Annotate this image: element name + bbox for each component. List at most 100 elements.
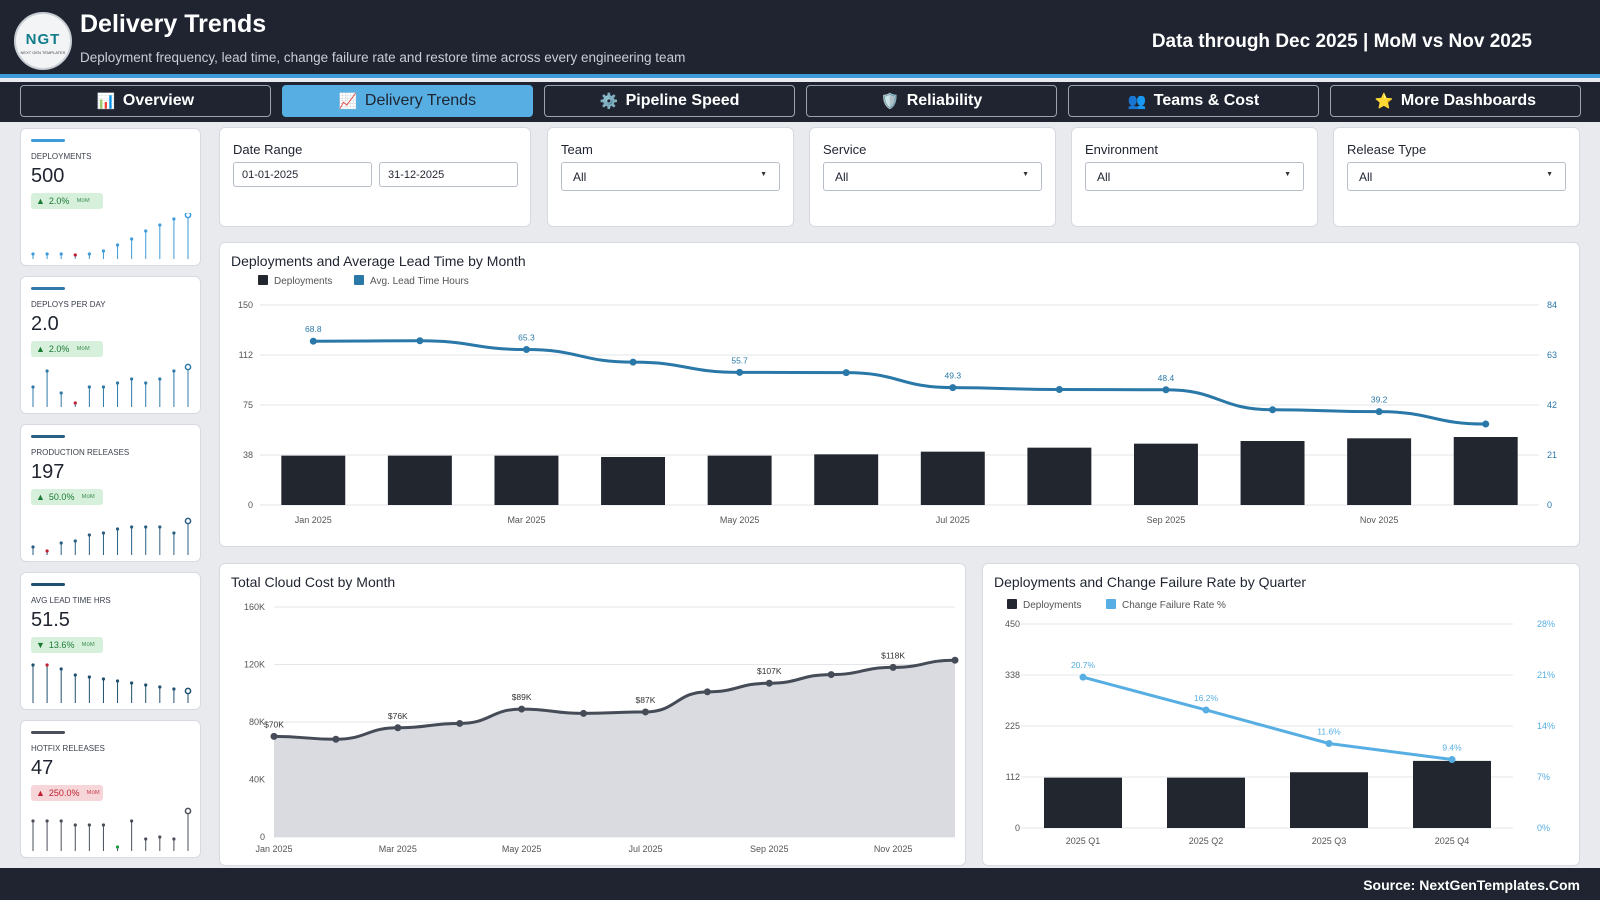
sparkline-point — [158, 685, 162, 689]
x-tick-label: Sep 2025 — [1147, 515, 1186, 525]
x-tick-label: Nov 2025 — [1360, 515, 1399, 525]
up-arrow-icon: ▲ — [36, 788, 45, 798]
data-label: $118K — [881, 650, 905, 660]
bar — [281, 455, 346, 505]
kpi-value: 2.0 — [31, 313, 59, 335]
kpi-sparkline — [31, 807, 192, 851]
data-point — [394, 724, 402, 732]
bar — [1133, 443, 1198, 505]
sparkline-point — [144, 525, 148, 529]
bar — [1027, 447, 1092, 505]
x-tick-label: May 2025 — [720, 515, 760, 525]
kpi-accent-bar — [31, 583, 65, 586]
data-label: 11.6% — [1317, 726, 1341, 736]
sparkline-point — [101, 677, 106, 681]
filter-environment: Environment All ▼ — [1071, 127, 1318, 227]
date-end-input[interactable]: 31-12-2025 — [379, 162, 518, 187]
kpi-accent-bar — [31, 287, 65, 290]
sparkline-point — [130, 681, 134, 685]
kpi-card-hotfix-releases[interactable]: HOTFIX RELEASES 47 ▲ 250.0% MoM — [20, 720, 201, 858]
kpi-value: 47 — [31, 757, 54, 779]
people-icon: 👥 — [1127, 93, 1147, 110]
kpi-card-avg-lead-time[interactable]: AVG LEAD TIME HRS 51.5 ▼ 13.6% MoM — [20, 572, 201, 710]
sparkline-point — [73, 401, 77, 405]
data-point — [1448, 756, 1456, 764]
sparkline-point — [87, 675, 91, 679]
y2-tick-label: 21 — [1547, 450, 1557, 460]
filter-team: Team All ▼ — [547, 127, 794, 227]
data-point — [270, 732, 278, 740]
date-start-input[interactable]: 01-01-2025 — [233, 162, 372, 187]
tab-overview[interactable]: 📊 Overview — [20, 85, 271, 117]
logo-subtext: NEXT GEN TEMPLATES — [20, 50, 66, 55]
chart-canvas: Deployments Change Failure Rate % 0 112 225 3… — [1005, 599, 1555, 846]
kpi-change: 250.0% — [48, 788, 80, 798]
release-type-select[interactable]: All ▼ — [1347, 162, 1566, 191]
filter-label: Release Type — [1347, 142, 1427, 157]
down-arrow-icon: ▼ — [36, 640, 45, 650]
kpi-mom: MoM — [81, 494, 95, 500]
chart-canvas: 0 40K 80K 120K 160K $70K Jan 2025 $76K Mar 2025 $… — [244, 602, 959, 854]
logo-text: NGT — [25, 31, 61, 48]
sparkline-point — [115, 381, 120, 385]
kpi-change-badge: ▲ 250.0% MoM — [31, 785, 103, 801]
y-tick-label: 38 — [243, 450, 253, 460]
sparkline-point — [31, 252, 35, 256]
service-select[interactable]: All ▼ — [823, 162, 1042, 191]
tab-teams-cost[interactable]: 👥 Teams & Cost — [1068, 85, 1319, 117]
sparkline-point — [130, 377, 134, 381]
sparkline-point — [101, 531, 106, 535]
logo[interactable]: NGT NEXT GEN TEMPLATES — [14, 12, 72, 70]
x-tick-label: Nov 2025 — [874, 844, 913, 854]
x-tick-label: Sep 2025 — [750, 844, 789, 854]
tab-pipeline-speed[interactable]: ⚙️ Pipeline Speed — [544, 85, 795, 117]
page-subtitle: Deployment frequency, lead time, change … — [80, 50, 686, 65]
sparkline-point — [45, 252, 49, 256]
kpi-mom: MoM — [81, 642, 95, 648]
data-label: 48.4 — [1158, 373, 1175, 383]
tab-label: Pipeline Speed — [625, 92, 740, 109]
kpi-change-badge: ▲ 2.0% MoM — [31, 193, 103, 209]
x-tick-label: Jan 2025 — [295, 515, 332, 525]
legend-label: Change Failure Rate % — [1122, 600, 1226, 611]
sparkline-point — [73, 673, 77, 677]
y-tick-label: 0 — [260, 832, 265, 842]
data-point — [842, 369, 850, 377]
y-tick-label: 112 — [1006, 772, 1020, 782]
filter-service: Service All ▼ — [809, 127, 1056, 227]
area-fill — [274, 660, 955, 837]
legend-swatch — [258, 275, 268, 285]
tab-delivery-trends[interactable]: 📈 Delivery Trends — [282, 85, 533, 117]
environment-select[interactable]: All ▼ — [1085, 162, 1304, 191]
data-point — [889, 663, 897, 671]
y-tick-label: 160K — [244, 602, 265, 612]
kpi-card-deploys-per-day[interactable]: DEPLOYS PER DAY 2.0 ▲ 2.0% MoM — [20, 276, 201, 414]
data-point — [332, 735, 340, 743]
data-label: $76K — [388, 711, 408, 721]
sparkline-point — [31, 385, 35, 389]
data-point — [765, 679, 773, 687]
y2-tick-label: 42 — [1547, 400, 1557, 410]
sparkline-point — [144, 837, 148, 841]
kpi-change: 13.6% — [48, 640, 75, 650]
team-select[interactable]: All ▼ — [561, 162, 780, 191]
select-value: All — [573, 169, 587, 184]
y-tick-label: 80K — [249, 717, 265, 727]
tab-reliability[interactable]: 🛡️ Reliability — [806, 85, 1057, 117]
kpi-card-production-releases[interactable]: PRODUCTION RELEASES 197 ▲ 50.0% MoM — [20, 424, 201, 562]
kpi-card-deployments[interactable]: DEPLOYMENTS 500 ▲ 2.0% MoM — [20, 128, 201, 266]
sparkline-point — [59, 667, 63, 671]
sparkline-point — [172, 837, 176, 841]
data-point — [518, 705, 526, 713]
tab-label: Reliability — [906, 92, 983, 109]
tab-more-dashboards[interactable]: ⭐ More Dashboards — [1330, 85, 1581, 117]
source-link[interactable]: Source: NextGenTemplates.Com — [1363, 877, 1580, 893]
sparkline-point — [115, 527, 120, 531]
bar — [494, 455, 559, 505]
y2-tick-label: 0% — [1537, 823, 1550, 833]
tab-label: Delivery Trends — [364, 92, 477, 109]
bar — [920, 451, 985, 505]
x-tick-label: 2025 Q1 — [1066, 836, 1101, 846]
header: NGT NEXT GEN TEMPLATES Delivery Trends D… — [0, 0, 1600, 78]
sparkline-point — [144, 683, 148, 687]
